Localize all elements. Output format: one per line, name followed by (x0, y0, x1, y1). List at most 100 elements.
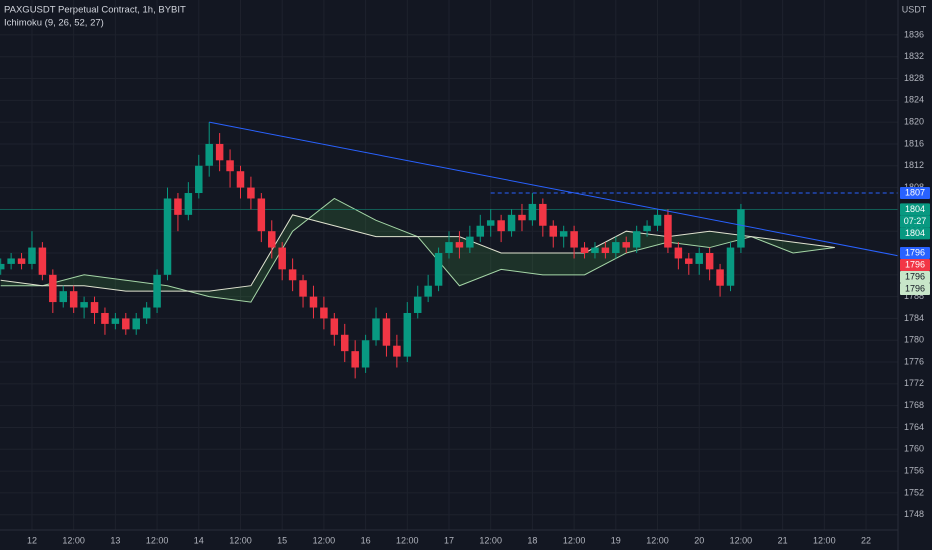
candle-body (737, 209, 745, 248)
x-tick-label: 22 (861, 535, 871, 545)
candle-body (382, 318, 391, 346)
candle-body (643, 225, 651, 232)
x-tick-label: 15 (277, 535, 287, 545)
price-label: 1796 (905, 271, 925, 281)
candle-body (476, 225, 485, 237)
price-label-box (900, 247, 930, 260)
price-label-box (900, 187, 930, 200)
candle-body (685, 258, 693, 264)
candle-body (612, 242, 620, 254)
candle-body (49, 274, 57, 303)
x-tick-label: 17 (444, 535, 454, 545)
price-label: 1804 (905, 228, 925, 238)
price-label: 1804 (905, 204, 925, 214)
countdown: 07:27 (904, 216, 927, 226)
candle-body (7, 258, 15, 264)
x-tick-label: 16 (361, 535, 371, 545)
candle-body (622, 242, 630, 248)
y-tick-label: 1764 (904, 422, 924, 432)
candle-body (17, 258, 26, 264)
price-label-box (900, 283, 930, 296)
y-tick-label: 1820 (904, 117, 924, 127)
candle-body (132, 318, 140, 330)
candle-body (539, 203, 547, 226)
candle-body (497, 220, 505, 232)
y-tick-label: 1812 (904, 160, 924, 170)
candle-body (309, 296, 318, 308)
y-tick-label: 1772 (904, 378, 924, 388)
candle-body (434, 253, 443, 286)
price-label: 1807 (905, 187, 925, 197)
price-label: 1796 (905, 247, 925, 257)
x-tick-label: 12 (27, 535, 37, 545)
x-tick-label: 21 (778, 535, 788, 545)
candle-body (340, 334, 349, 352)
candle-body (466, 236, 474, 248)
candle-body (247, 187, 255, 199)
y-tick-label: 1768 (904, 400, 924, 410)
x-tick-label: 12:00 (396, 535, 419, 545)
candle-body (403, 312, 412, 357)
x-tick-label: 13 (110, 535, 120, 545)
candle-body (393, 345, 401, 357)
x-tick-label: 20 (694, 535, 704, 545)
candle-body (184, 193, 193, 215)
price-label: 1796 (905, 283, 925, 293)
candle-body (215, 143, 224, 161)
y-tick-label: 1780 (904, 335, 924, 345)
y-tick-label: 1824 (904, 95, 924, 105)
y-tick-label: 1816 (904, 138, 924, 148)
trendline (209, 121, 899, 257)
cloud-line (0, 214, 835, 292)
candle-body (653, 214, 662, 226)
candle-body (424, 285, 432, 297)
candle-body (0, 263, 5, 270)
candle-body (351, 351, 359, 368)
plot (0, 121, 899, 379)
candle-body (299, 280, 307, 297)
y-tick-label: 1836 (904, 29, 924, 39)
x-tick-label: 12:00 (313, 535, 336, 545)
candle-body (236, 171, 245, 188)
candle-body (455, 242, 464, 248)
candle-body (122, 318, 130, 330)
x-tick-label: 19 (611, 535, 621, 545)
indicator-label: Ichimoku (9, 26, 52, 27) (4, 18, 104, 29)
price-label-box (900, 271, 930, 284)
y-tick-label: 1808 (904, 182, 924, 192)
y-tick-label: 1776 (904, 356, 924, 366)
candle-body (226, 160, 234, 172)
candle-body (632, 231, 641, 248)
x-tick-label: 12:00 (730, 535, 753, 545)
candle-body (507, 214, 516, 232)
candle-body (580, 247, 589, 254)
y-tick-label: 1788 (904, 291, 924, 301)
candle-body (320, 307, 328, 319)
candle-body (695, 253, 703, 264)
x-tick-label: 12:00 (563, 535, 586, 545)
chart-title: PAXGUSDT Perpetual Contract, 1h, BYBIT (4, 5, 186, 16)
x-tick-label: 14 (194, 535, 204, 545)
axis-unit: USDT (902, 4, 927, 14)
candle-body (195, 165, 203, 194)
candle-body (38, 247, 47, 275)
candle-body (591, 247, 599, 254)
candle-body (486, 220, 495, 226)
x-tick-label: 12:00 (479, 535, 502, 545)
candle-body (518, 214, 526, 221)
candle-body (288, 269, 297, 281)
candle-body (268, 231, 276, 248)
candle-body (674, 247, 683, 259)
candle-body (90, 302, 99, 313)
candle-body (111, 318, 120, 324)
candle-body (142, 307, 151, 319)
candle-body (59, 291, 68, 303)
candle-body (413, 296, 422, 313)
candle-body (330, 318, 339, 335)
y-tick-label: 1752 (904, 487, 924, 497)
candle-body (445, 242, 453, 254)
candle-body (205, 143, 213, 166)
candle-body (664, 214, 672, 248)
